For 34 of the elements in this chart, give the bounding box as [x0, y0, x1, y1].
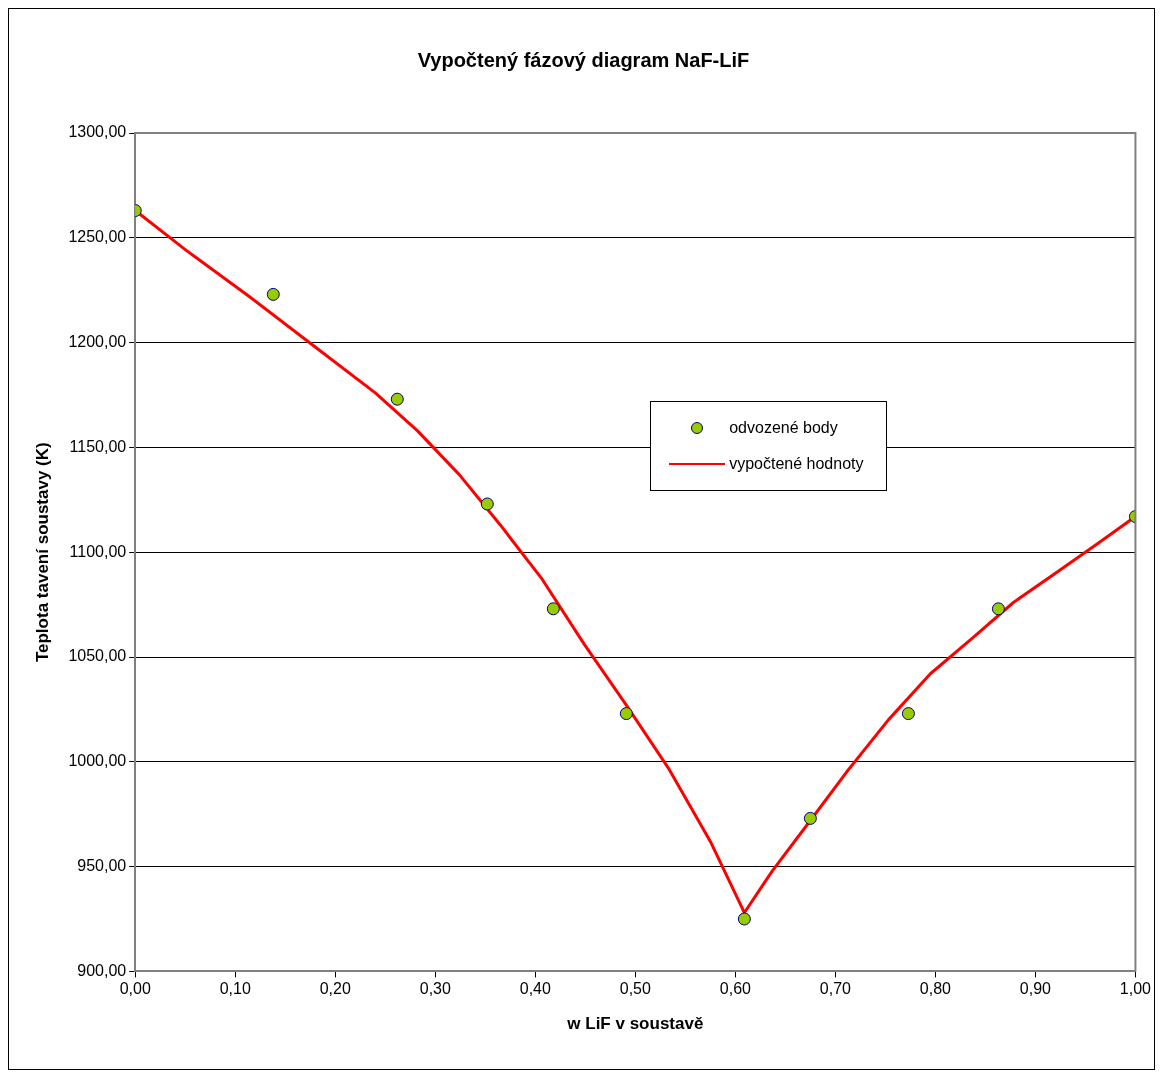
point — [803, 811, 817, 825]
y-tick-label: 1250,00 — [68, 228, 127, 246]
legend-label: vypočtené hodnoty — [729, 455, 864, 474]
y-tick-label: 1050,00 — [68, 647, 127, 665]
legend-label: odvozené body — [729, 419, 838, 438]
y-axis-title: Teplota tavení soustavy (K) — [32, 442, 52, 663]
point — [901, 707, 915, 721]
x-tick-label: 0,80 — [919, 980, 952, 998]
x-tick-label: 0,00 — [119, 980, 151, 998]
y-tick-label: 950,00 — [77, 857, 127, 875]
x-tick-label: 0,50 — [619, 980, 651, 998]
point — [546, 602, 560, 616]
x-tick-label: 0,20 — [319, 980, 351, 998]
y-tick-label: 1150,00 — [69, 437, 127, 455]
chart-title: Vypočtený fázový diagram NaF-LiF — [417, 48, 750, 71]
x-tick-label: 1,00 — [1119, 980, 1152, 998]
y-tick-label: 1100,00 — [69, 542, 127, 560]
x-axis-title: w LiF v soustavě — [566, 1014, 704, 1034]
point — [737, 912, 751, 926]
x-tick-label: 0,60 — [719, 980, 752, 998]
x-tick-label: 0,10 — [219, 980, 251, 998]
y-tick-label: 1200,00 — [68, 333, 127, 351]
x-tick-label: 0,70 — [819, 980, 852, 998]
x-tick-label: 0,40 — [519, 980, 551, 998]
point — [266, 287, 280, 301]
x-tick-label: 0,30 — [419, 980, 451, 998]
y-tick-label: 1000,00 — [68, 752, 127, 770]
point — [390, 392, 404, 406]
point — [619, 707, 633, 721]
x-tick-label: 0,90 — [1019, 980, 1052, 998]
point — [480, 497, 494, 511]
y-tick-label: 900,00 — [77, 961, 127, 979]
point — [991, 602, 1005, 616]
y-tick-label: 1300,00 — [68, 123, 127, 141]
